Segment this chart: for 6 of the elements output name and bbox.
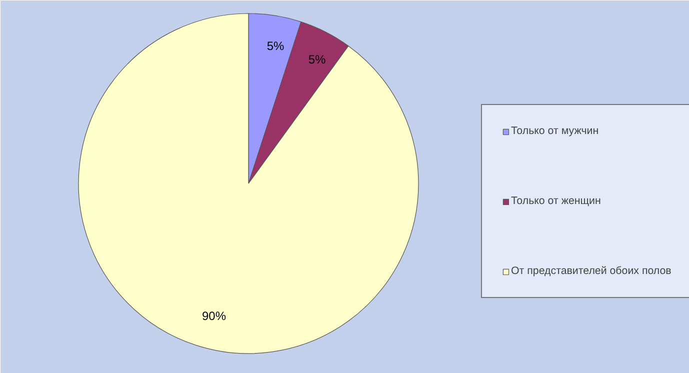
legend-label: Только от мужчин [511, 125, 599, 137]
legend-label: Только от женщин [511, 195, 601, 207]
data-label: 5% [308, 52, 326, 66]
legend-label: От представителей обоих полов [511, 265, 672, 277]
data-label: 90% [202, 309, 226, 324]
data-label: 5% [266, 38, 285, 53]
